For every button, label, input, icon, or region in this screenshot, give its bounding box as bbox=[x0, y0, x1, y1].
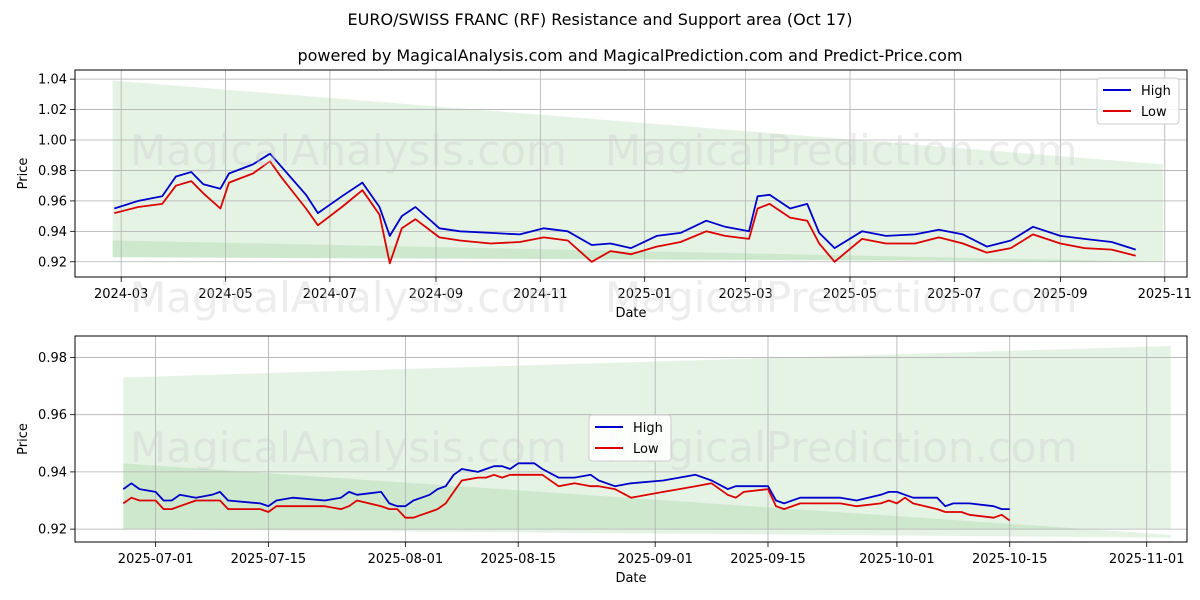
y-tick-label: 0.98 bbox=[38, 351, 67, 366]
x-tick-label: 2024-07 bbox=[303, 287, 357, 302]
legend-label-high: High bbox=[1141, 84, 1171, 99]
legend-label-low: Low bbox=[1141, 105, 1167, 120]
watermark-text: MagicalPrediction.com bbox=[605, 423, 1078, 472]
chart-subtitle: powered by MagicalAnalysis.com and Magic… bbox=[297, 46, 962, 65]
y-tick-label: 0.92 bbox=[38, 255, 67, 270]
plot-frame bbox=[74, 69, 1188, 278]
x-tick-label: 2025-05 bbox=[823, 287, 877, 302]
series-line-low bbox=[122, 473, 1011, 522]
series-line-high bbox=[114, 152, 1136, 251]
x-tick-label: 2025-08-01 bbox=[368, 552, 444, 567]
x-tick-label: 2024-03 bbox=[94, 287, 148, 302]
x-tick-label: 2025-09-15 bbox=[730, 552, 806, 567]
x-axis-label: Date bbox=[615, 306, 646, 321]
watermark-text: MagicalPrediction.com bbox=[605, 273, 1078, 322]
legend-label-high: High bbox=[633, 421, 663, 436]
y-tick-label: 1.02 bbox=[38, 103, 67, 118]
support-band bbox=[112, 240, 1164, 262]
top-chart-panel: 2024-03 2024-05 2024-07 2024-09 2024-11 2025-… bbox=[16, 69, 1192, 322]
y-tick-label: 1.00 bbox=[38, 134, 67, 149]
y-tick-label: 1.04 bbox=[38, 73, 67, 88]
y-tick-label: 0.96 bbox=[38, 194, 67, 209]
resistance-band bbox=[112, 80, 1164, 262]
watermark-text: MagicalAnalysis.com bbox=[130, 273, 567, 322]
x-tick-label: 2025-03 bbox=[718, 287, 772, 302]
y-tick-label: 0.92 bbox=[38, 523, 67, 538]
x-tick-label: 2025-09 bbox=[1033, 287, 1087, 302]
x-tick-label: 2025-10-15 bbox=[972, 552, 1048, 567]
watermark-text: MagicalPrediction.com bbox=[605, 126, 1078, 175]
chart-title: EURO/SWISS FRANC (RF) Resistance and Sup… bbox=[348, 10, 853, 29]
x-tick-label: 2025-07-15 bbox=[231, 552, 307, 567]
y-tick-label: 0.94 bbox=[38, 225, 67, 240]
legend-label-low: Low bbox=[633, 442, 659, 457]
x-tick-label: 2024-11 bbox=[513, 287, 567, 302]
watermark-text: MagicalAnalysis.com bbox=[130, 126, 567, 175]
y-axis-label: Price bbox=[16, 423, 31, 455]
x-tick-label: 2024-09 bbox=[409, 287, 463, 302]
x-tick-label: 2025-11-01 bbox=[1109, 552, 1185, 567]
y-axis-label: Price bbox=[16, 158, 31, 190]
x-tick-label: 2025-09-01 bbox=[617, 552, 693, 567]
y-tick-label: 0.98 bbox=[38, 164, 67, 179]
series-line-low bbox=[114, 160, 1136, 265]
x-tick-label: 2025-08-15 bbox=[480, 552, 556, 567]
y-tick-label: 0.94 bbox=[38, 465, 67, 480]
x-tick-label: 2025-07 bbox=[927, 287, 981, 302]
x-tick-label: 2025-10-01 bbox=[859, 552, 935, 567]
series-line-high bbox=[122, 462, 1010, 511]
x-tick-label: 2025-11 bbox=[1138, 287, 1192, 302]
x-axis-label: Date bbox=[615, 571, 646, 586]
watermark-text: MagicalAnalysis.com bbox=[130, 423, 567, 472]
bottom-chart-panel: 2025-07-01 2025-07-15 2025-08-01 2025-08-15… bbox=[16, 335, 1188, 586]
y-tick-label: 0.96 bbox=[38, 408, 67, 423]
x-tick-label: 2025-07-01 bbox=[118, 552, 194, 567]
support-band bbox=[123, 463, 1171, 538]
x-tick-label: 2024-05 bbox=[198, 287, 252, 302]
x-tick-label: 2025-01 bbox=[618, 287, 672, 302]
plot-frame bbox=[74, 335, 1188, 543]
